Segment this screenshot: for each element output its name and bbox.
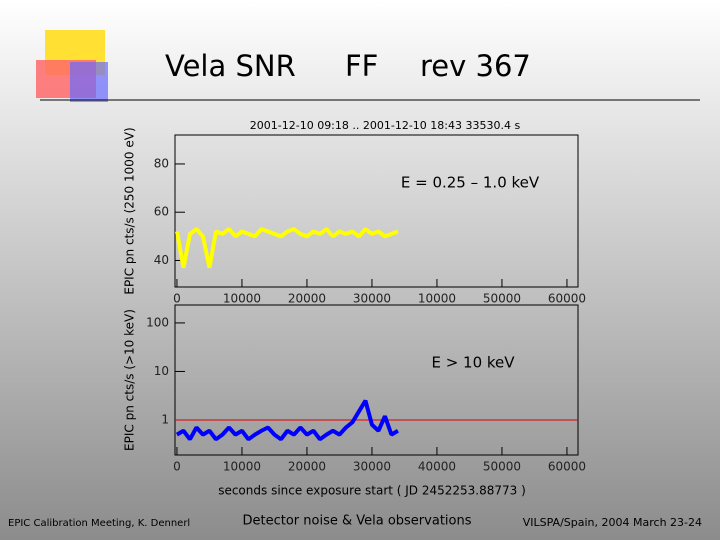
x-tick-label: 40000 xyxy=(418,460,456,474)
footer-left: EPIC Calibration Meeting, K. Dennerl xyxy=(8,518,190,529)
y-tick-label: 60 xyxy=(154,205,169,219)
slide-title: Vela SNR FF rev 367 xyxy=(165,49,531,83)
x-tick-label: 30000 xyxy=(353,460,391,474)
footer-center: Detector noise & Vela observations xyxy=(242,514,471,529)
y-tick-label: 1 xyxy=(161,412,169,426)
x-tick-label: 30000 xyxy=(353,292,391,306)
annotation: E > 10 keV xyxy=(431,354,515,372)
x-tick-label: 50000 xyxy=(483,292,521,306)
x-tick-label: 20000 xyxy=(288,292,326,306)
light-curve xyxy=(175,399,399,441)
x-axis-label: seconds since exposure start ( JD 245225… xyxy=(218,484,526,498)
title-part: rev 367 xyxy=(420,49,531,83)
y-axis-label: EPIC pn cts/s (250 1000 eV) xyxy=(123,127,137,294)
y-tick-label: 80 xyxy=(154,156,169,170)
x-tick-label: 50000 xyxy=(483,460,521,474)
y-tick-label: 10 xyxy=(154,364,169,378)
title-part: Vela SNR xyxy=(165,49,296,83)
plot-area xyxy=(174,134,579,288)
title-part: FF xyxy=(345,49,378,83)
x-tick-label: 60000 xyxy=(548,292,586,306)
footer-right: VILSPA/Spain, 2004 March 23-24 xyxy=(523,516,702,529)
x-tick-label: 0 xyxy=(173,292,181,306)
x-tick-label: 60000 xyxy=(548,460,586,474)
y-tick-label: 40 xyxy=(154,253,169,267)
x-tick-label: 10000 xyxy=(223,460,261,474)
x-tick-label: 20000 xyxy=(288,460,326,474)
x-tick-label: 10000 xyxy=(418,292,456,306)
subtitle: 2001-12-10 09:18 .. 2001-12-10 18:43 335… xyxy=(250,119,521,132)
annotation: E = 0.25 – 1.0 keV xyxy=(401,174,540,192)
light-curve xyxy=(174,227,399,269)
x-tick-label: 10000 xyxy=(223,292,261,306)
plot-area xyxy=(174,304,579,456)
x-tick-label: 0 xyxy=(173,460,181,474)
deco-square xyxy=(70,62,108,102)
y-axis-label: EPIC pn cts/s (>10 keV) xyxy=(123,309,137,451)
y-tick-label: 100 xyxy=(146,315,169,329)
